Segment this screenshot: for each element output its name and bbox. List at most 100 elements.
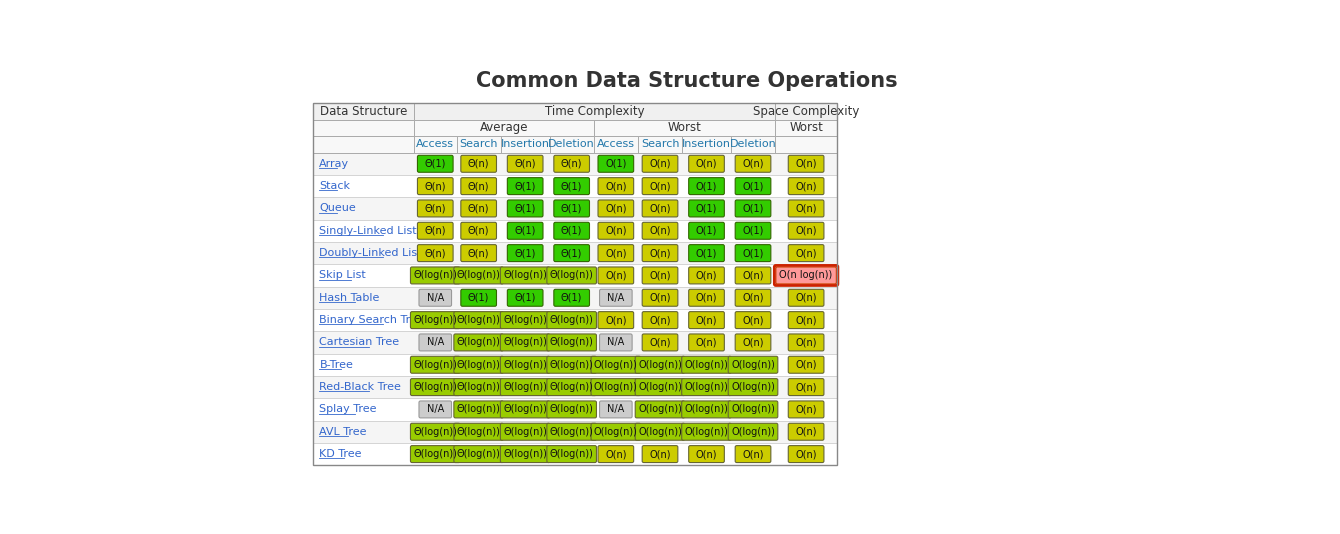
Text: Θ(log(n)): Θ(log(n)) bbox=[457, 382, 501, 392]
FancyBboxPatch shape bbox=[454, 401, 504, 418]
Text: Access: Access bbox=[417, 139, 454, 149]
FancyBboxPatch shape bbox=[788, 312, 824, 328]
Text: O(n): O(n) bbox=[742, 159, 764, 169]
FancyBboxPatch shape bbox=[682, 401, 732, 418]
FancyBboxPatch shape bbox=[689, 245, 725, 262]
Text: O(n): O(n) bbox=[742, 449, 764, 459]
FancyBboxPatch shape bbox=[418, 222, 453, 239]
Text: O(log(n)): O(log(n)) bbox=[594, 360, 638, 370]
Text: Θ(log(n)): Θ(log(n)) bbox=[457, 449, 501, 459]
Text: O(n): O(n) bbox=[796, 248, 817, 258]
Text: O(n): O(n) bbox=[650, 270, 671, 280]
Text: Θ(log(n)): Θ(log(n)) bbox=[504, 360, 547, 370]
Text: O(n): O(n) bbox=[796, 382, 817, 392]
Text: O(n): O(n) bbox=[606, 181, 627, 191]
Bar bbox=[314, 103, 414, 120]
Text: O(n): O(n) bbox=[695, 449, 717, 459]
FancyBboxPatch shape bbox=[776, 267, 836, 284]
Text: O(n): O(n) bbox=[695, 159, 717, 169]
FancyBboxPatch shape bbox=[454, 267, 504, 284]
FancyBboxPatch shape bbox=[736, 155, 770, 172]
FancyBboxPatch shape bbox=[547, 312, 596, 328]
FancyBboxPatch shape bbox=[788, 178, 824, 194]
FancyBboxPatch shape bbox=[682, 423, 732, 440]
FancyBboxPatch shape bbox=[454, 356, 504, 373]
Text: Θ(log(n)): Θ(log(n)) bbox=[504, 427, 547, 437]
Text: O(log(n)): O(log(n)) bbox=[638, 427, 682, 437]
FancyBboxPatch shape bbox=[689, 200, 725, 217]
Text: Θ(log(n)): Θ(log(n)) bbox=[549, 270, 594, 280]
Text: Θ(log(n)): Θ(log(n)) bbox=[504, 315, 547, 325]
Text: O(log(n)): O(log(n)) bbox=[638, 360, 682, 370]
Bar bbox=[775, 136, 838, 153]
FancyBboxPatch shape bbox=[728, 423, 777, 440]
Text: Θ(n): Θ(n) bbox=[425, 181, 446, 191]
FancyBboxPatch shape bbox=[788, 155, 824, 172]
Text: O(n): O(n) bbox=[650, 159, 671, 169]
FancyBboxPatch shape bbox=[788, 222, 824, 239]
Text: O(n): O(n) bbox=[695, 270, 717, 280]
FancyBboxPatch shape bbox=[642, 200, 678, 217]
Text: Θ(log(n)): Θ(log(n)) bbox=[549, 449, 594, 459]
Text: O(n): O(n) bbox=[796, 226, 817, 236]
FancyBboxPatch shape bbox=[642, 334, 678, 351]
FancyBboxPatch shape bbox=[461, 222, 497, 239]
Text: O(n): O(n) bbox=[742, 270, 764, 280]
FancyBboxPatch shape bbox=[553, 222, 590, 239]
FancyBboxPatch shape bbox=[788, 423, 824, 440]
FancyBboxPatch shape bbox=[553, 155, 590, 172]
Text: O(n): O(n) bbox=[695, 315, 717, 325]
FancyBboxPatch shape bbox=[635, 423, 685, 440]
FancyBboxPatch shape bbox=[635, 401, 685, 418]
Text: Θ(log(n)): Θ(log(n)) bbox=[413, 449, 457, 459]
Bar bbox=[414, 136, 457, 153]
Text: Binary Search Tree: Binary Search Tree bbox=[319, 315, 425, 325]
Text: Θ(log(n)): Θ(log(n)) bbox=[504, 449, 547, 459]
FancyBboxPatch shape bbox=[418, 155, 453, 172]
FancyBboxPatch shape bbox=[736, 222, 770, 239]
FancyBboxPatch shape bbox=[454, 334, 504, 351]
Bar bbox=[314, 136, 414, 153]
FancyBboxPatch shape bbox=[547, 379, 596, 396]
FancyBboxPatch shape bbox=[461, 178, 497, 194]
FancyBboxPatch shape bbox=[599, 334, 632, 351]
FancyBboxPatch shape bbox=[508, 200, 543, 217]
FancyBboxPatch shape bbox=[598, 155, 634, 172]
Text: O(n): O(n) bbox=[796, 404, 817, 414]
Text: Θ(log(n)): Θ(log(n)) bbox=[457, 404, 501, 414]
Text: Θ(1): Θ(1) bbox=[515, 293, 536, 303]
FancyBboxPatch shape bbox=[736, 289, 770, 306]
Bar bbox=[314, 264, 838, 287]
FancyBboxPatch shape bbox=[500, 423, 549, 440]
Text: AVL Tree: AVL Tree bbox=[319, 427, 367, 437]
Text: O(n): O(n) bbox=[650, 226, 671, 236]
Text: N/A: N/A bbox=[426, 293, 444, 303]
Text: O(n): O(n) bbox=[606, 315, 627, 325]
FancyBboxPatch shape bbox=[788, 200, 824, 217]
Text: Data Structure: Data Structure bbox=[320, 105, 407, 118]
Text: O(n): O(n) bbox=[796, 427, 817, 437]
Text: Θ(log(n)): Θ(log(n)) bbox=[504, 270, 547, 280]
FancyBboxPatch shape bbox=[410, 423, 460, 440]
FancyBboxPatch shape bbox=[454, 312, 504, 328]
Text: Θ(n): Θ(n) bbox=[425, 248, 446, 258]
Bar bbox=[775, 103, 838, 120]
Text: Insertion: Insertion bbox=[501, 139, 549, 149]
Text: Θ(log(n)): Θ(log(n)) bbox=[549, 360, 594, 370]
FancyBboxPatch shape bbox=[454, 379, 504, 396]
Text: O(n): O(n) bbox=[695, 293, 717, 303]
FancyBboxPatch shape bbox=[788, 334, 824, 351]
Text: Θ(log(n)): Θ(log(n)) bbox=[457, 337, 501, 348]
Text: O(log(n)): O(log(n)) bbox=[685, 404, 729, 414]
Text: Θ(log(n)): Θ(log(n)) bbox=[457, 270, 501, 280]
Text: O(n): O(n) bbox=[742, 293, 764, 303]
FancyBboxPatch shape bbox=[419, 334, 452, 351]
Text: O(n): O(n) bbox=[796, 449, 817, 459]
Text: Time Complexity: Time Complexity bbox=[545, 105, 645, 118]
Text: O(n): O(n) bbox=[796, 159, 817, 169]
Text: Θ(log(n)): Θ(log(n)) bbox=[413, 315, 457, 325]
Text: Θ(log(n)): Θ(log(n)) bbox=[413, 360, 457, 370]
FancyBboxPatch shape bbox=[788, 401, 824, 418]
Text: O(n): O(n) bbox=[796, 337, 817, 348]
FancyBboxPatch shape bbox=[689, 445, 725, 462]
